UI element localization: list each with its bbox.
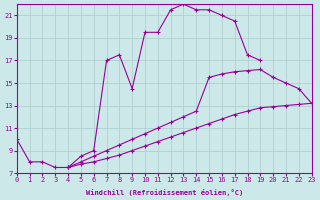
X-axis label: Windchill (Refroidissement éolien,°C): Windchill (Refroidissement éolien,°C)	[85, 189, 243, 196]
